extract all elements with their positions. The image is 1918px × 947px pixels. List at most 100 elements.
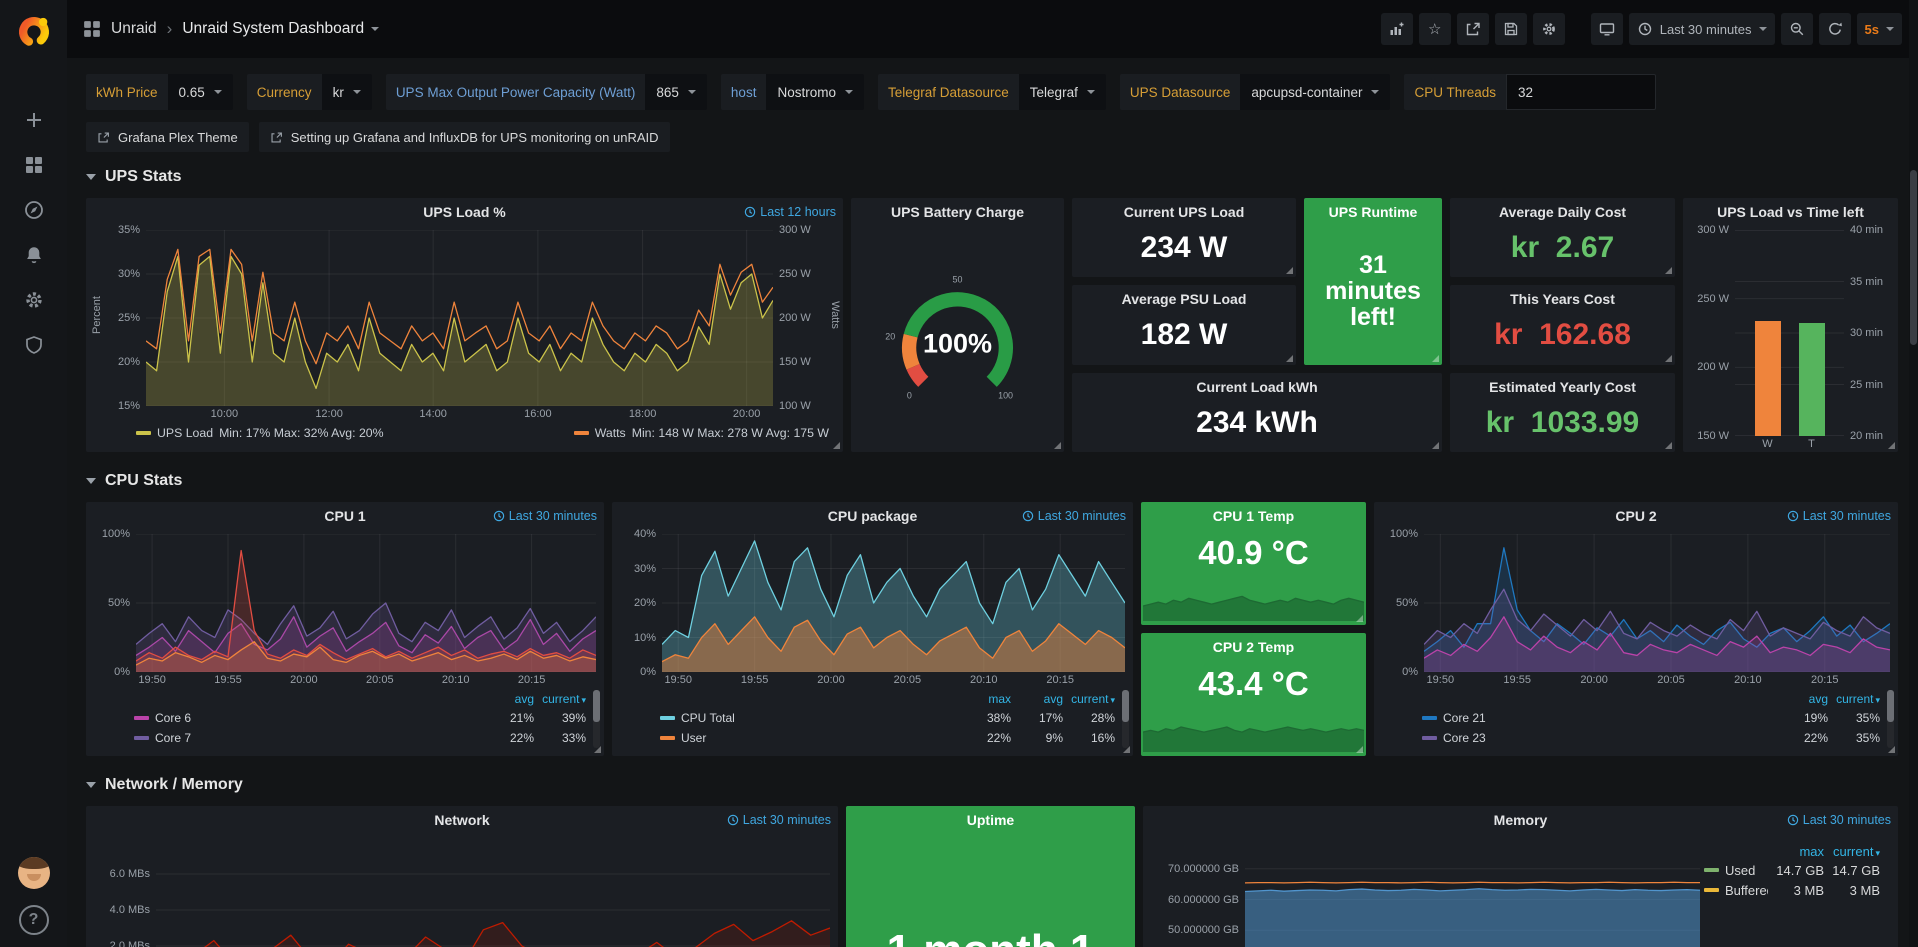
section-cpu-stats[interactable]: CPU Stats [86,466,1898,496]
user-avatar[interactable] [17,857,50,889]
cycle-view-tv-button[interactable] [1590,13,1623,45]
dashboard-link-ups-monitoring[interactable]: Setting up Grafana and InfluxDB for UPS … [258,122,670,152]
variable-ups-datasource[interactable]: UPS Datasource apcupsd-container [1119,74,1391,110]
dashboard-link-plex-theme[interactable]: Grafana Plex Theme [86,122,249,152]
legend-sort-current[interactable]: current [1824,844,1880,859]
legend-series-name[interactable]: Core 7 [155,731,192,745]
panel-title[interactable]: CPU 1 Temp [1212,508,1295,524]
admin-shield-icon[interactable] [13,324,55,366]
variable-value-dropdown[interactable]: apcupsd-container [1240,74,1391,110]
variable-kwh-price[interactable]: kWh Price 0.65 [86,74,233,110]
variable-currency[interactable]: Currency kr [246,74,372,110]
panel-title[interactable]: Average Daily Cost [1498,204,1627,220]
panel-title[interactable]: Average PSU Load [1121,291,1247,308]
panel-title[interactable]: CPU 2 Temp [1212,639,1295,655]
legend-item-ups-load[interactable]: UPS Load Min: 17% Max: 32% Avg: 20% [136,426,384,440]
panel-time-override[interactable]: Last 30 minutes [1022,509,1126,523]
panel-title[interactable]: CPU package [827,508,918,524]
legend-scrollbar-thumb[interactable] [1887,690,1894,722]
grafana-logo-icon[interactable] [14,12,54,52]
legend-series-name[interactable]: Buffered [1725,882,1768,898]
share-dashboard-button[interactable] [1456,13,1489,45]
legend-sort-avg[interactable]: avg [1043,692,1063,706]
refresh-button[interactable] [1818,13,1851,45]
variable-value-dropdown[interactable]: 865 [645,74,707,110]
legend-scrollbar-thumb[interactable] [593,690,600,722]
legend-sort-avg[interactable]: avg [514,692,534,706]
legend-series-name[interactable]: Core 6 [155,711,192,725]
panel-title[interactable]: Estimated Yearly Cost [1489,378,1636,395]
panel-title[interactable]: CPU 2 [1615,508,1657,524]
cpu2-chart[interactable]: 100% 50% 0% 19:50 19:55 20:00 20:05 20:10 20:15 [1374,528,1898,688]
legend-series-name[interactable]: Core 23 [1443,731,1486,745]
network-chart[interactable]: 6.0 MBs 4.0 MBs 2.0 MBs [86,834,838,947]
save-dashboard-button[interactable] [1494,13,1527,45]
panel-title[interactable]: Uptime [966,812,1015,828]
panel-title[interactable]: Memory [1493,812,1548,828]
panel-title[interactable]: Network [434,812,490,828]
memory-chart[interactable]: 70.000000 GB 60.000000 GB 50.000000 GB [1149,836,1700,947]
legend-sort-current[interactable]: current [1828,692,1880,706]
breadcrumb-app[interactable]: Unraid [111,20,157,37]
legend-scrollbar[interactable] [1122,690,1129,748]
legend-sort-current[interactable]: current [534,692,586,706]
legend-series-name[interactable]: User [681,731,707,745]
panel-title[interactable]: This Years Cost [1510,291,1615,308]
variable-cpu-threads[interactable]: CPU Threads 32 [1404,74,1656,110]
legend-sort-current[interactable]: current [1063,692,1115,706]
variable-ups-max-output[interactable]: UPS Max Output Power Capacity (Watt) 865 [385,74,707,110]
explore-compass-icon[interactable] [13,189,55,231]
page-scrollbar[interactable] [1909,0,1918,947]
panel-title[interactable]: Current UPS Load [1123,204,1245,220]
legend-sort-max[interactable]: max [988,692,1011,706]
legend-scrollbar[interactable] [1887,690,1894,748]
ups-load-chart[interactable]: 35% 30% 25% 20% 15% 10:00 12:00 14:00 16:00 18:00… [98,224,829,422]
help-icon[interactable] [18,905,49,935]
apps-grid-icon[interactable] [83,20,101,38]
ups-load-vs-time-chart[interactable]: 300 W 250 W 200 W 150 W W T 40 min 35 min 30 min… [1683,224,1898,452]
panel-time-override[interactable]: Last 30 minutes [493,509,597,523]
time-range-picker[interactable]: Last 30 minutes [1628,13,1775,45]
alerting-bell-icon[interactable] [13,234,55,276]
panel-title[interactable]: CPU 1 [324,508,366,524]
legend-sort-max[interactable]: max [1799,843,1824,859]
cpu-threads-input[interactable]: 32 [1506,74,1656,110]
variable-value-dropdown[interactable]: 0.65 [167,74,233,110]
variable-value-dropdown[interactable]: Nostromo [766,74,864,110]
dashboard-settings-button[interactable] [1532,13,1565,45]
panel-time-override[interactable]: Last 30 minutes [1787,509,1891,523]
panel-title[interactable]: UPS Runtime [1328,204,1418,220]
section-network-memory[interactable]: Network / Memory [86,770,1898,800]
legend-series-name[interactable]: Core 21 [1443,711,1486,725]
dashboard-title[interactable]: Unraid System Dashboard [182,20,380,38]
variable-host[interactable]: host Nostromo [720,74,864,110]
refresh-interval-picker[interactable]: 5s [1856,13,1902,45]
legend-scrollbar-thumb[interactable] [1122,690,1129,722]
cpu-package-chart[interactable]: 40% 30% 20% 10% 0% 19:50 19:55 20:00 20:05 20:10 2… [612,528,1133,688]
create-icon[interactable] [13,99,55,141]
panel-time-override[interactable]: Last 30 minutes [1787,813,1891,827]
variable-telegraf-datasource[interactable]: Telegraf Datasource Telegraf [877,74,1106,110]
dashboards-icon[interactable] [13,144,55,186]
panel-title[interactable]: UPS Battery Charge [890,204,1025,220]
panel-time-override[interactable]: Last 30 minutes [727,813,831,827]
panel-title[interactable]: UPS Load vs Time left [1717,204,1864,220]
cpu1-chart[interactable]: 100% 50% 0% 19:50 19:55 20:00 20:05 20:10 20:15 [86,528,604,688]
variable-value-dropdown[interactable]: Telegraf [1018,74,1106,110]
variable-value-dropdown[interactable]: kr [321,74,372,110]
page-scrollbar-thumb[interactable] [1910,170,1917,345]
legend-scrollbar[interactable] [593,690,600,748]
add-panel-button[interactable] [1380,13,1413,45]
bar-W[interactable] [1754,320,1781,436]
star-dashboard-button[interactable]: ☆ [1418,13,1451,45]
legend-sort-avg[interactable]: avg [1808,692,1828,706]
section-ups-stats[interactable]: UPS Stats [86,162,1898,192]
configuration-gear-icon[interactable] [13,279,55,321]
legend-item-watts[interactable]: Watts Min: 148 W Max: 278 W Avg: 175 W [573,426,829,440]
legend-series-name[interactable]: CPU Total [681,711,735,725]
panel-title[interactable]: UPS Load % [423,204,506,220]
panel-time-override[interactable]: Last 12 hours [744,205,836,219]
legend-series-name[interactable]: Used [1725,862,1756,878]
bar-T[interactable] [1798,322,1825,436]
zoom-out-button[interactable] [1780,13,1813,45]
